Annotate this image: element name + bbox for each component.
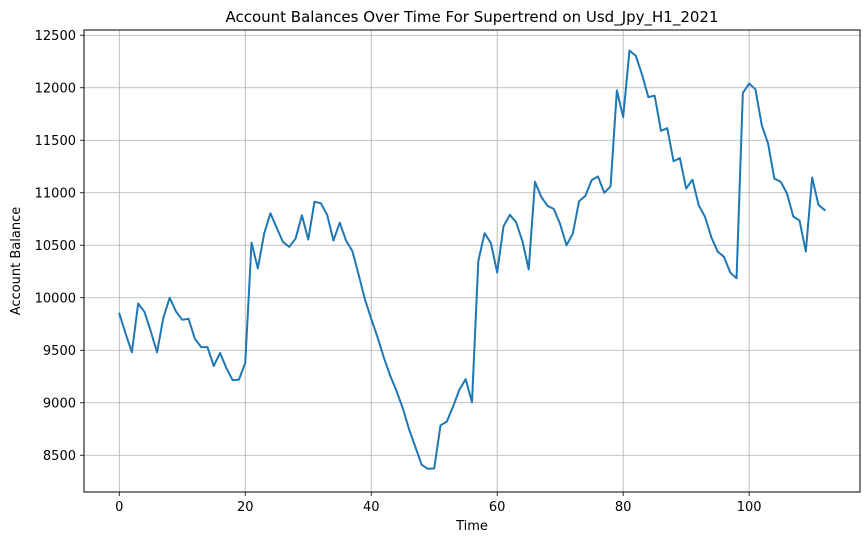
y-tick-label: 11500 (35, 134, 76, 149)
x-axis-title: Time (455, 519, 488, 534)
series-line (118, 49, 826, 470)
plot-frame (83, 29, 861, 493)
x-tick-label: 20 (237, 500, 254, 515)
x-tick-label: 100 (737, 500, 762, 515)
x-tick-label: 60 (489, 500, 506, 515)
y-tick-label: 11000 (35, 186, 76, 201)
chart-title: Account Balances Over Time For Supertren… (225, 8, 718, 27)
y-tick-label: 12500 (35, 29, 76, 44)
x-tick-label: 0 (115, 500, 123, 515)
ticks: 0 20 40 60 80 100 8500 9000 9500 10000 10500 11000 1… (35, 29, 762, 515)
y-tick-label: 12000 (35, 81, 76, 96)
x-tick-label: 80 (615, 500, 632, 515)
y-tick-label: 10000 (35, 291, 76, 306)
x-tick-label: 40 (363, 500, 380, 515)
y-tick-label: 9500 (43, 344, 76, 359)
y-tick-label: 8500 (43, 449, 76, 464)
grid (84, 30, 860, 492)
y-tick-label: 9000 (43, 396, 76, 411)
y-axis-title: Account Balance (9, 207, 24, 315)
y-tick-label: 10500 (35, 239, 76, 254)
series-layer (118, 49, 826, 470)
